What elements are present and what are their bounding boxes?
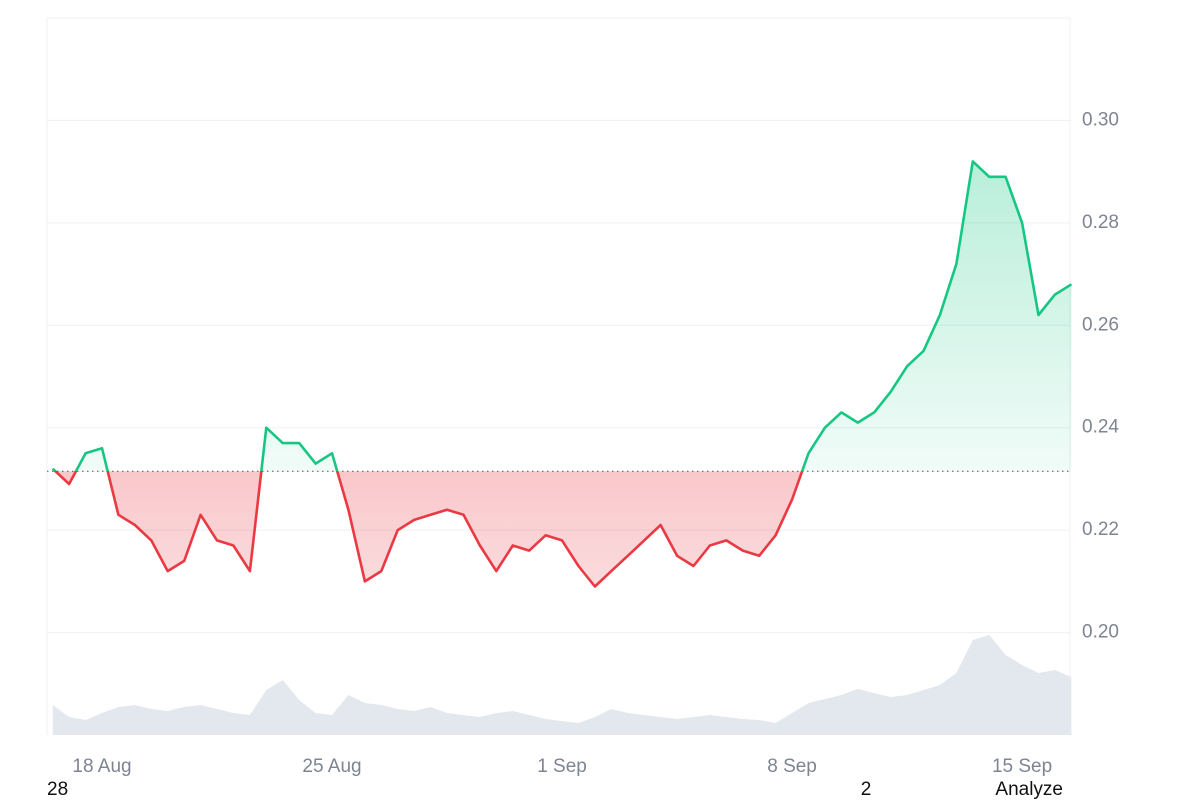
x-tick-label: 18 Aug [72, 756, 131, 777]
x-tick-label: 25 Aug [302, 756, 361, 777]
y-tick-label: 0.28 [1082, 212, 1119, 233]
y-tick-label: 0.20 [1082, 622, 1119, 643]
volume-area [52, 635, 1072, 735]
x-tick-label: 1 Sep [537, 756, 587, 777]
y-tick-label: 0.26 [1082, 314, 1119, 335]
footer-text: 2 [861, 779, 872, 800]
footer-text: 28 [47, 779, 68, 800]
x-tick-label: 15 Sep [992, 756, 1052, 777]
price-line [51, 160, 1073, 588]
footer-text: Analyze [995, 779, 1063, 800]
y-tick-label: 0.24 [1082, 417, 1119, 438]
x-tick-label: 8 Sep [767, 756, 817, 777]
y-tick-label: 0.30 [1082, 109, 1119, 130]
y-tick-label: 0.22 [1082, 519, 1119, 540]
